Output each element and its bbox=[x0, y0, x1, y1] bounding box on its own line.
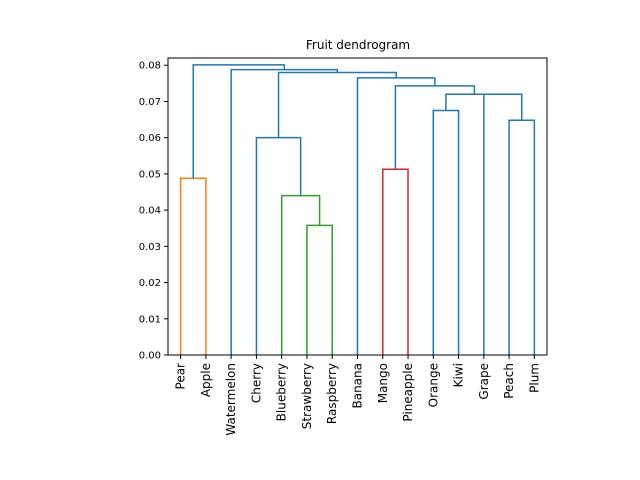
leaf-label-apple: Apple bbox=[199, 363, 213, 397]
dendrogram-link-3 bbox=[382, 168, 409, 355]
dendrogram-link-4 bbox=[255, 136, 302, 355]
y-tick-label: 0.05 bbox=[139, 169, 161, 180]
y-tick-label: 0.08 bbox=[139, 61, 161, 72]
y-tick-label: 0.03 bbox=[139, 242, 161, 253]
leaf-label-grape: Grape bbox=[477, 363, 491, 400]
leaf-label-cherry: Cherry bbox=[249, 363, 263, 403]
y-tick-label: 0.06 bbox=[139, 133, 161, 144]
leaf-label-mango: Mango bbox=[376, 363, 390, 403]
leaf-label-peach: Peach bbox=[502, 363, 516, 399]
leaf-label-pineapple: Pineapple bbox=[401, 363, 415, 422]
dendrogram-link-11 bbox=[277, 71, 397, 138]
leaf-label-orange: Orange bbox=[426, 363, 440, 407]
dendrogram-links bbox=[179, 64, 536, 355]
y-tick-label: 0.07 bbox=[139, 97, 161, 108]
dendrogram-link-6 bbox=[432, 109, 460, 355]
leaf-label-pear: Pear bbox=[174, 363, 188, 390]
dendrogram-link-12 bbox=[230, 68, 339, 355]
dendrogram-link-13 bbox=[192, 64, 286, 179]
y-axis: 0.00 0.01 0.02 0.03 0.04 0.05 0.06 0.07 0.08 bbox=[139, 61, 168, 362]
leaf-label-kiwi: Kiwi bbox=[452, 363, 466, 387]
dendrogram-link-8 bbox=[445, 93, 503, 111]
y-tick-label: 0.02 bbox=[139, 278, 161, 289]
dendrogram-link-1 bbox=[306, 224, 333, 355]
dendrogram-link-5 bbox=[508, 119, 536, 355]
dendrogram-link-7 bbox=[483, 93, 523, 355]
leaf-label-blueberry: Blueberry bbox=[275, 363, 289, 421]
x-axis: Pear Apple Watermelon Cherry Blueberry Strawb… bbox=[174, 355, 541, 436]
y-tick-label: 0.04 bbox=[139, 206, 161, 217]
chart-title: Fruit dendrogram bbox=[306, 38, 410, 52]
dendrogram-link-10 bbox=[356, 77, 436, 355]
y-tick-label: 0.01 bbox=[139, 314, 161, 325]
leaf-label-strawberry: Strawberry bbox=[300, 363, 314, 429]
dendrogram-link-9 bbox=[394, 85, 476, 170]
leaf-label-watermelon: Watermelon bbox=[224, 363, 238, 436]
leaf-label-plum: Plum bbox=[527, 363, 541, 393]
dendrogram-link-2 bbox=[280, 194, 321, 355]
leaf-label-raspberry: Raspberry bbox=[325, 363, 339, 424]
leaf-label-banana: Banana bbox=[351, 363, 365, 409]
y-tick-label: 0.00 bbox=[139, 351, 161, 362]
dendrogram-link-0 bbox=[179, 177, 207, 355]
